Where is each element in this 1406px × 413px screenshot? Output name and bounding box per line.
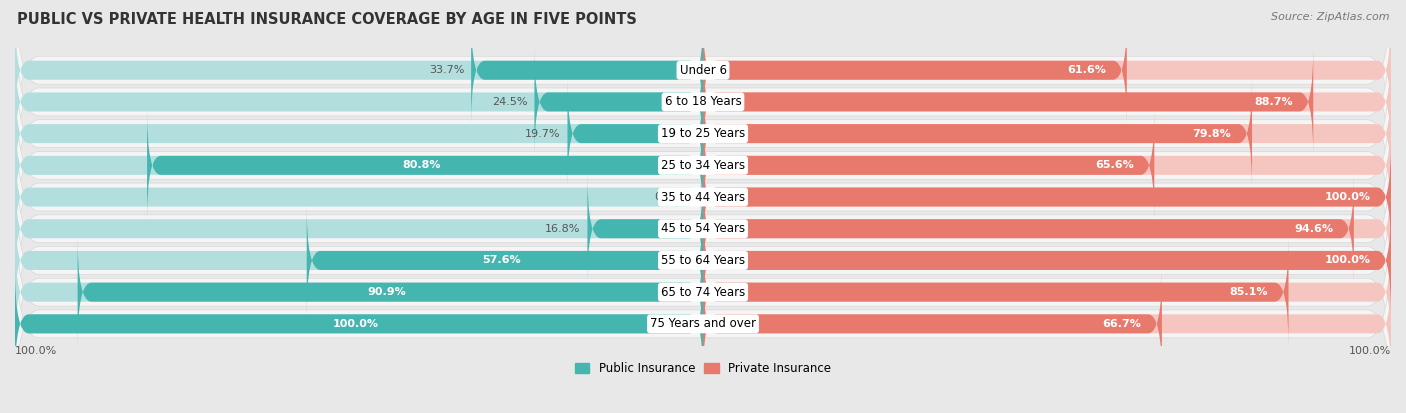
FancyBboxPatch shape [534,48,703,156]
Text: 80.8%: 80.8% [402,160,441,170]
FancyBboxPatch shape [703,270,1161,378]
Text: 100.0%: 100.0% [15,346,58,356]
FancyBboxPatch shape [77,238,703,346]
FancyBboxPatch shape [588,175,703,282]
FancyBboxPatch shape [703,80,1251,188]
FancyBboxPatch shape [703,48,1313,156]
FancyBboxPatch shape [703,238,1391,346]
Text: 75 Years and over: 75 Years and over [650,317,756,330]
FancyBboxPatch shape [471,17,703,124]
FancyBboxPatch shape [15,132,1391,326]
Text: 66.7%: 66.7% [1102,319,1142,329]
FancyBboxPatch shape [703,48,1391,156]
FancyBboxPatch shape [703,80,1391,188]
Text: 100.0%: 100.0% [333,319,378,329]
FancyBboxPatch shape [15,17,703,124]
FancyBboxPatch shape [15,238,703,346]
Text: Under 6: Under 6 [679,64,727,77]
Text: 55 to 64 Years: 55 to 64 Years [661,254,745,267]
FancyBboxPatch shape [703,17,1126,124]
Text: 85.1%: 85.1% [1229,287,1268,297]
Text: 25 to 34 Years: 25 to 34 Years [661,159,745,172]
Text: 88.7%: 88.7% [1254,97,1292,107]
FancyBboxPatch shape [703,143,1391,251]
FancyBboxPatch shape [15,68,1391,262]
Text: 57.6%: 57.6% [482,256,520,266]
FancyBboxPatch shape [15,270,703,378]
FancyBboxPatch shape [568,80,703,188]
Text: 100.0%: 100.0% [1348,346,1391,356]
Text: 19.7%: 19.7% [524,128,561,139]
Text: 94.6%: 94.6% [1294,224,1333,234]
Text: 61.6%: 61.6% [1067,65,1107,75]
Text: 6 to 18 Years: 6 to 18 Years [665,95,741,109]
FancyBboxPatch shape [148,112,703,219]
Text: 100.0%: 100.0% [1324,256,1371,266]
FancyBboxPatch shape [15,175,703,282]
FancyBboxPatch shape [15,80,703,188]
Text: 79.8%: 79.8% [1192,128,1232,139]
Text: 33.7%: 33.7% [429,65,464,75]
FancyBboxPatch shape [15,195,1391,389]
FancyBboxPatch shape [703,112,1154,219]
Text: 35 to 44 Years: 35 to 44 Years [661,190,745,204]
Text: 16.8%: 16.8% [546,224,581,234]
Text: 100.0%: 100.0% [1324,192,1371,202]
Text: 24.5%: 24.5% [492,97,527,107]
FancyBboxPatch shape [703,17,1391,124]
FancyBboxPatch shape [703,175,1354,282]
FancyBboxPatch shape [15,100,1391,294]
FancyBboxPatch shape [703,238,1288,346]
Text: Source: ZipAtlas.com: Source: ZipAtlas.com [1271,12,1389,22]
FancyBboxPatch shape [15,112,703,219]
FancyBboxPatch shape [307,206,703,314]
FancyBboxPatch shape [15,48,703,156]
Text: PUBLIC VS PRIVATE HEALTH INSURANCE COVERAGE BY AGE IN FIVE POINTS: PUBLIC VS PRIVATE HEALTH INSURANCE COVER… [17,12,637,27]
FancyBboxPatch shape [15,206,703,314]
FancyBboxPatch shape [15,37,1391,230]
FancyBboxPatch shape [703,175,1391,282]
FancyBboxPatch shape [15,227,1391,413]
FancyBboxPatch shape [15,270,703,378]
Text: 90.9%: 90.9% [367,287,406,297]
FancyBboxPatch shape [15,143,703,251]
Text: 65.6%: 65.6% [1095,160,1133,170]
FancyBboxPatch shape [703,143,1391,251]
FancyBboxPatch shape [703,112,1391,219]
Text: 19 to 25 Years: 19 to 25 Years [661,127,745,140]
Text: 45 to 54 Years: 45 to 54 Years [661,222,745,235]
FancyBboxPatch shape [703,270,1391,378]
FancyBboxPatch shape [703,206,1391,314]
Text: 65 to 74 Years: 65 to 74 Years [661,286,745,299]
FancyBboxPatch shape [15,5,1391,199]
FancyBboxPatch shape [15,164,1391,358]
Legend: Public Insurance, Private Insurance: Public Insurance, Private Insurance [571,359,835,379]
FancyBboxPatch shape [703,206,1391,314]
Text: 0.0%: 0.0% [654,192,682,202]
FancyBboxPatch shape [15,0,1391,167]
